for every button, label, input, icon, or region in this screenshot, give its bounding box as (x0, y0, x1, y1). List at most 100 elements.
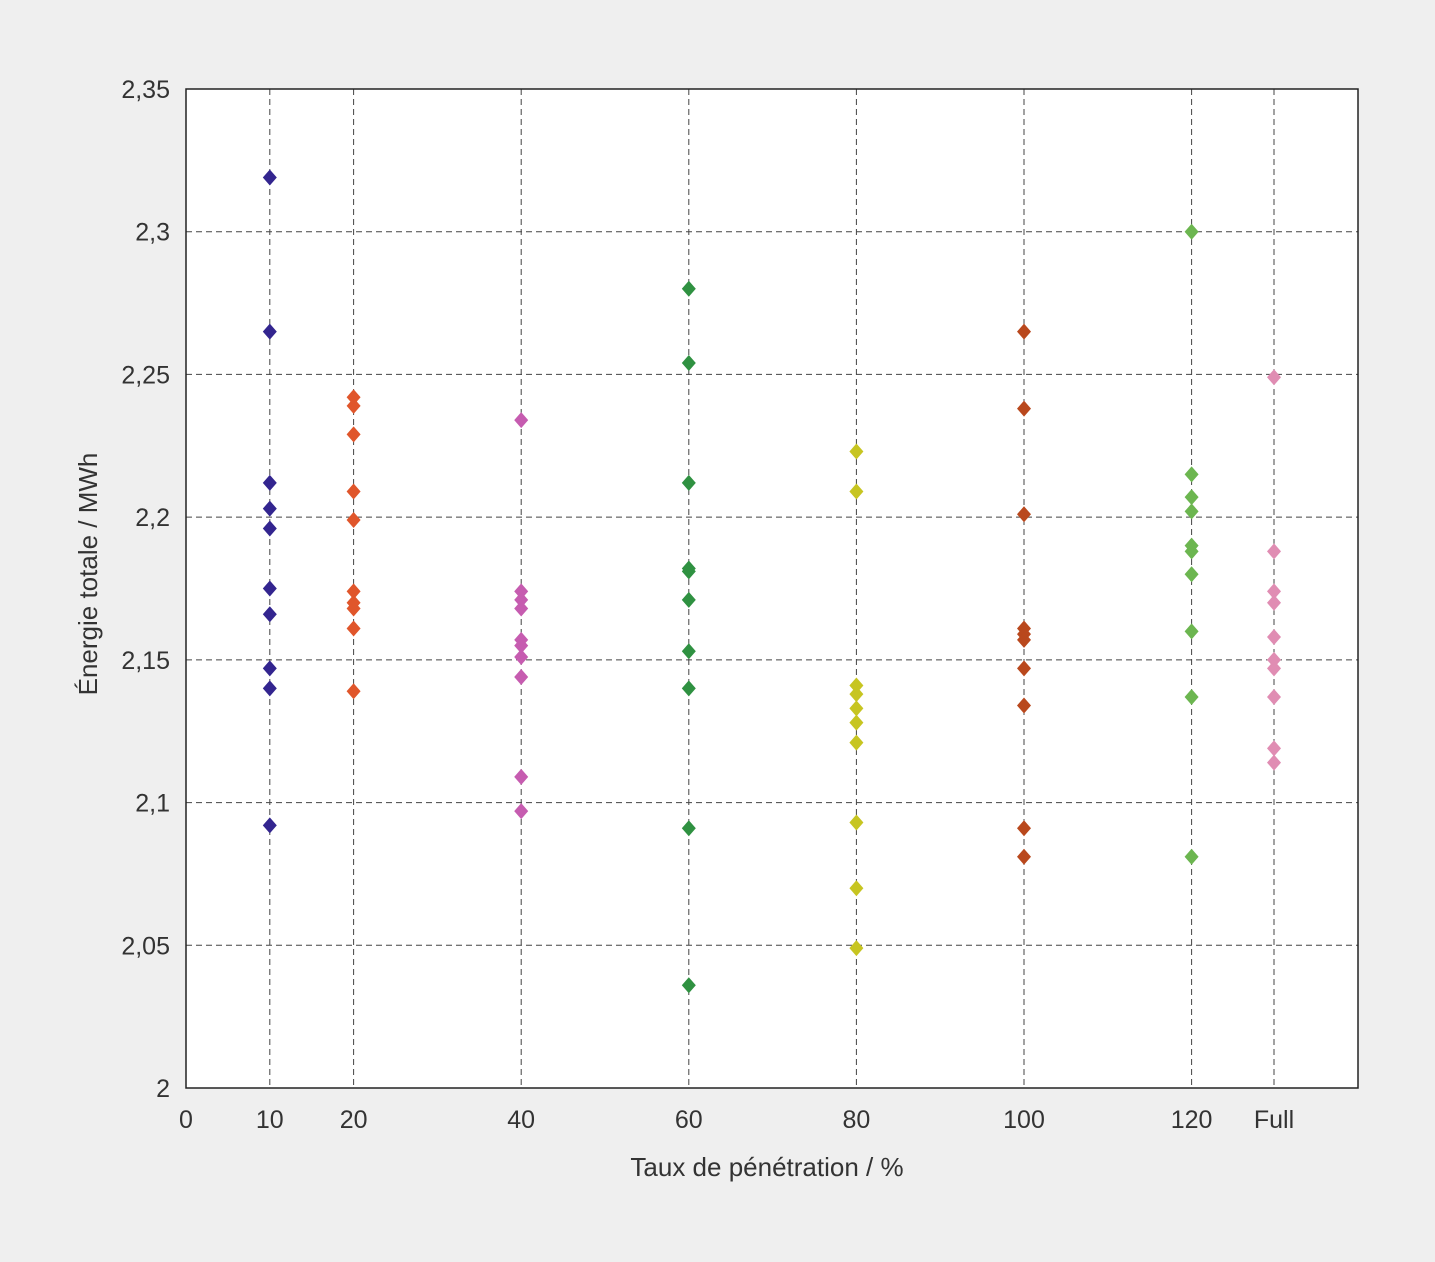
x-tick-label: 80 (842, 1106, 870, 1134)
data-point-diamond (1017, 848, 1031, 865)
x-axis-tick-labels: 0 10 20 40 60 80 100 120 Full (179, 1106, 1294, 1134)
data-point-diamond (262, 169, 277, 186)
y-tick-label: 2,25 (121, 361, 170, 389)
data-point-diamond (514, 768, 529, 785)
x-tick-label: 100 (1003, 1106, 1045, 1134)
x-tick-label: 40 (507, 1106, 535, 1134)
data-point-diamond (1017, 697, 1031, 714)
data-point-diamond (262, 817, 277, 834)
data-point-diamond (1267, 583, 1281, 600)
data-point-diamond (346, 397, 361, 414)
y-axis-title: Énergie totale / MWh (73, 453, 103, 696)
data-point-diamond (346, 483, 361, 500)
data-point-diamond (1267, 651, 1281, 668)
data-point-diamond (1267, 543, 1281, 560)
data-point-diamond (681, 563, 696, 580)
data-point-diamond (346, 620, 361, 637)
x-tick-label: 20 (340, 1106, 368, 1134)
plot-area (186, 89, 1358, 1088)
data-point-diamond (681, 820, 696, 837)
data-point-diamond (346, 583, 361, 600)
data-point-diamond (1267, 629, 1281, 646)
data-point-diamond (849, 700, 864, 717)
data-point-diamond (346, 511, 361, 528)
data-point-diamond (1184, 566, 1199, 583)
data-point-diamond (681, 355, 696, 372)
data-point-diamond (346, 600, 361, 617)
data-point-diamond (849, 734, 864, 751)
data-point-diamond (1184, 623, 1199, 640)
data-point-diamond (1184, 503, 1199, 520)
data-point-diamond (514, 600, 529, 617)
data-point-diamond (262, 500, 277, 517)
grid-lines (186, 89, 1358, 1088)
data-point-diamond (849, 940, 864, 957)
data-point-diamond (262, 660, 277, 677)
data-point-diamond (346, 683, 361, 700)
data-point-diamond (514, 803, 529, 820)
data-point-diamond (514, 668, 529, 685)
data-point-diamond (1184, 543, 1199, 560)
data-point-diamond (1017, 820, 1031, 837)
x-tick-label: Full (1254, 1106, 1294, 1134)
data-points (262, 169, 1281, 994)
data-point-diamond (1184, 489, 1199, 506)
x-tick-label: 0 (179, 1106, 193, 1134)
data-point-diamond (1267, 369, 1281, 386)
data-point-diamond (1017, 506, 1031, 523)
data-point-diamond (681, 680, 696, 697)
data-point-diamond (849, 483, 864, 500)
data-point-diamond (1017, 400, 1031, 417)
data-point-diamond (262, 474, 277, 491)
data-point-diamond (262, 680, 277, 697)
data-point-diamond (1017, 631, 1031, 648)
data-point-diamond (514, 591, 529, 608)
data-point-diamond (849, 686, 864, 703)
x-axis-title: Taux de pénétration / % (630, 1152, 903, 1182)
data-point-diamond (1184, 466, 1199, 483)
data-point-diamond (1267, 594, 1281, 611)
data-point-diamond (681, 280, 696, 297)
data-point-diamond (681, 474, 696, 491)
data-point-diamond (346, 426, 361, 443)
y-tick-label: 2,05 (121, 932, 170, 960)
data-point-diamond (514, 412, 529, 429)
data-point-diamond (1017, 323, 1031, 340)
y-tick-label: 2,3 (135, 219, 170, 247)
y-tick-label: 2,1 (135, 790, 170, 818)
x-tick-label: 60 (675, 1106, 703, 1134)
data-point-diamond (514, 583, 529, 600)
data-point-diamond (849, 880, 864, 897)
data-point-diamond (681, 643, 696, 660)
data-point-diamond (262, 323, 277, 340)
y-axis-tick-labels: 2 2,05 2,1 2,15 2,2 2,25 2,3 2,35 (121, 76, 170, 1103)
data-point-diamond (849, 443, 864, 460)
data-point-diamond (1017, 660, 1031, 677)
data-point-diamond (1267, 754, 1281, 771)
data-point-diamond (1267, 688, 1281, 705)
y-tick-label: 2,15 (121, 647, 170, 675)
data-point-diamond (262, 580, 277, 597)
data-point-diamond (1267, 740, 1281, 757)
y-tick-label: 2,35 (121, 76, 170, 104)
x-tick-label: 120 (1171, 1106, 1213, 1134)
data-point-diamond (346, 389, 361, 406)
data-point-diamond (262, 520, 277, 537)
y-tick-label: 2,2 (135, 504, 170, 532)
data-point-diamond (1267, 660, 1281, 677)
plot-border (185, 88, 1359, 1089)
data-point-diamond (849, 814, 864, 831)
data-point-diamond (681, 591, 696, 608)
data-point-diamond (1184, 688, 1199, 705)
data-point-diamond (1184, 848, 1199, 865)
data-point-diamond (849, 714, 864, 731)
data-point-diamond (514, 637, 529, 654)
data-point-diamond (1184, 223, 1199, 240)
data-point-diamond (262, 606, 277, 623)
data-point-diamond (514, 649, 529, 666)
data-point-diamond (849, 677, 864, 694)
data-point-diamond (681, 977, 696, 994)
x-tick-label: 10 (256, 1106, 284, 1134)
